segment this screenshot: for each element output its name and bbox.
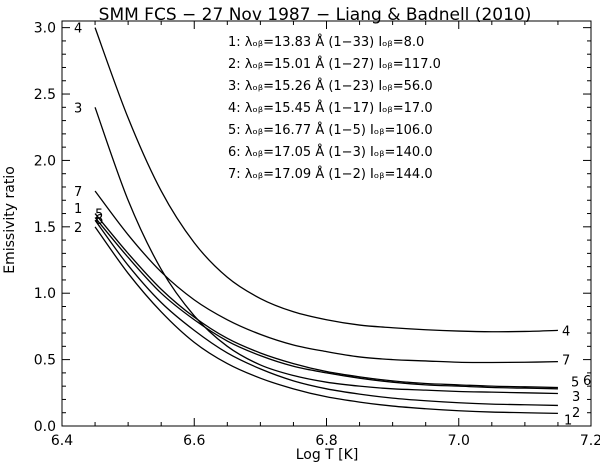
right-curve-label-6: 6 xyxy=(583,374,591,389)
legend-entry-2: 2: λₒᵦ=15.01 Å (1−27) Iₒᵦ=117.0 xyxy=(228,56,441,72)
series-line-7 xyxy=(94,190,558,364)
left-curve-label-6: 6 xyxy=(95,213,103,228)
left-curve-label-3: 3 xyxy=(74,101,82,116)
series-lines xyxy=(94,27,558,415)
series-line-1 xyxy=(94,226,558,415)
left-curve-label-7: 7 xyxy=(74,185,82,200)
series-line-5 xyxy=(94,217,558,390)
right-curve-label-3: 3 xyxy=(572,390,580,405)
right-curve-label-5: 5 xyxy=(571,376,579,391)
y-tick-label: 1.5 xyxy=(34,220,56,236)
x-tick-label: 7.2 xyxy=(580,433,600,449)
y-axis-label: Emissivity ratio xyxy=(2,166,18,274)
x-tick-label: 7.0 xyxy=(448,433,470,449)
y-tick-label: 3.0 xyxy=(34,21,56,37)
y-tick-label: 1.0 xyxy=(34,286,56,302)
left-curve-label-2: 2 xyxy=(74,221,82,236)
legend-entry-7: 7: λₒᵦ=17.09 Å (1−2) Iₒᵦ=144.0 xyxy=(228,166,433,182)
right-curve-label-2: 2 xyxy=(572,406,580,421)
right-curve-label-4: 4 xyxy=(562,324,570,339)
legend-entry-3: 3: λₒᵦ=15.26 Å (1−23) Iₒᵦ=56.0 xyxy=(228,78,433,94)
x-tick-label: 6.8 xyxy=(315,433,337,449)
y-tick-label: 2.5 xyxy=(34,87,56,103)
left-curve-label-1: 1 xyxy=(74,202,82,217)
y-tick-label: 0.0 xyxy=(34,419,56,435)
x-tick-label: 6.6 xyxy=(183,433,205,449)
legend: 1: λₒᵦ=13.83 Å (1−33) Iₒᵦ=8.0 2: λₒᵦ=15.0… xyxy=(228,34,441,182)
left-curve-label-4: 4 xyxy=(74,22,82,37)
x-axis-label: Log T [K] xyxy=(296,447,359,463)
legend-entry-1: 1: λₒᵦ=13.83 Å (1−33) Iₒᵦ=8.0 xyxy=(228,34,424,50)
y-tick-label: 0.5 xyxy=(34,353,56,369)
legend-entry-4: 4: λₒᵦ=15.45 Å (1−17) Iₒᵦ=17.0 xyxy=(228,100,433,116)
right-curve-label-7: 7 xyxy=(562,354,570,369)
axis-ticks: 6.4 6.6 6.8 7.0 7.2 0.0 0.5 1.0 1.5 2.0 2.5 3.0 xyxy=(34,21,600,449)
y-tick-label: 2.0 xyxy=(34,153,56,169)
chart-title: SMM FCS − 27 Nov 1987 − Liang & Badnell … xyxy=(99,5,532,25)
series-line-3 xyxy=(94,107,558,395)
legend-entry-6: 6: λₒᵦ=17.05 Å (1−3) Iₒᵦ=140.0 xyxy=(228,144,433,160)
left-curve-label-5: 5 xyxy=(95,208,103,223)
series-line-6 xyxy=(94,213,558,389)
legend-entry-5: 5: λₒᵦ=16.77 Å (1−5) Iₒᵦ=106.0 xyxy=(228,122,433,138)
series-line-4 xyxy=(94,27,558,333)
right-curve-label-1: 1 xyxy=(564,413,572,428)
x-tick-label: 6.4 xyxy=(51,433,73,449)
series-line-2 xyxy=(94,219,558,407)
